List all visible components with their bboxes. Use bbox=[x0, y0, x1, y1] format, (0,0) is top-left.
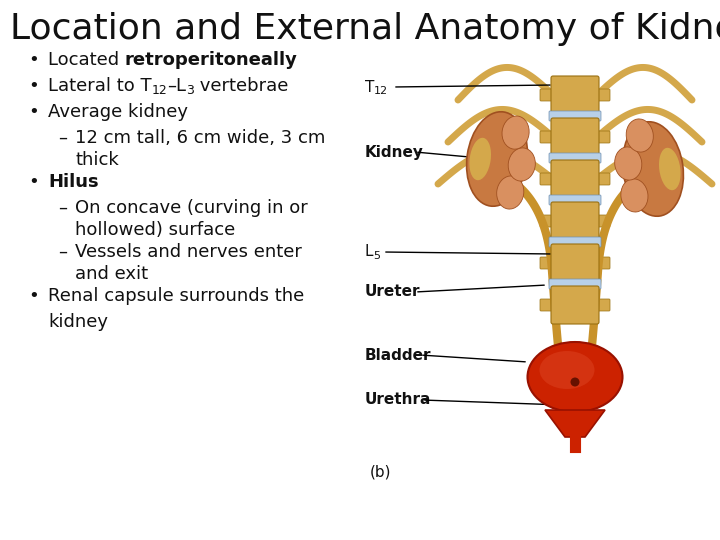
Text: vertebrae: vertebrae bbox=[194, 77, 289, 95]
Ellipse shape bbox=[502, 116, 529, 149]
FancyBboxPatch shape bbox=[595, 131, 610, 143]
Ellipse shape bbox=[539, 351, 595, 389]
Text: and exit: and exit bbox=[75, 265, 148, 283]
FancyBboxPatch shape bbox=[549, 153, 601, 163]
FancyBboxPatch shape bbox=[551, 244, 599, 282]
FancyBboxPatch shape bbox=[540, 173, 555, 185]
FancyBboxPatch shape bbox=[595, 89, 610, 101]
Ellipse shape bbox=[467, 112, 528, 206]
Text: –: – bbox=[58, 129, 67, 147]
Text: Located: Located bbox=[48, 51, 125, 69]
Ellipse shape bbox=[621, 179, 648, 212]
Text: –: – bbox=[58, 199, 67, 217]
Text: Kidney: Kidney bbox=[365, 145, 424, 159]
FancyBboxPatch shape bbox=[551, 118, 599, 156]
FancyBboxPatch shape bbox=[540, 131, 555, 143]
Text: Average kidney: Average kidney bbox=[48, 103, 188, 121]
Text: retroperitoneally: retroperitoneally bbox=[125, 51, 298, 69]
FancyBboxPatch shape bbox=[551, 202, 599, 240]
Ellipse shape bbox=[626, 119, 653, 152]
Text: 12: 12 bbox=[152, 84, 167, 97]
Text: L: L bbox=[365, 245, 374, 260]
FancyBboxPatch shape bbox=[551, 160, 599, 198]
FancyBboxPatch shape bbox=[540, 89, 555, 101]
Text: 3: 3 bbox=[186, 84, 194, 97]
Text: 12 cm tall, 6 cm wide, 3 cm: 12 cm tall, 6 cm wide, 3 cm bbox=[75, 129, 325, 147]
Text: T: T bbox=[365, 79, 374, 94]
FancyBboxPatch shape bbox=[549, 195, 601, 205]
Text: Hilus: Hilus bbox=[48, 173, 99, 191]
Text: –L: –L bbox=[167, 77, 186, 95]
Ellipse shape bbox=[508, 148, 536, 181]
Ellipse shape bbox=[623, 122, 683, 216]
Text: •: • bbox=[28, 51, 39, 69]
Text: kidney: kidney bbox=[48, 313, 108, 331]
Text: Location and External Anatomy of Kidneys: Location and External Anatomy of Kidneys bbox=[10, 12, 720, 46]
Ellipse shape bbox=[615, 147, 642, 180]
FancyBboxPatch shape bbox=[595, 215, 610, 227]
Text: (b): (b) bbox=[370, 464, 392, 480]
FancyBboxPatch shape bbox=[551, 76, 599, 114]
FancyBboxPatch shape bbox=[549, 111, 601, 121]
FancyBboxPatch shape bbox=[540, 299, 555, 311]
Text: hollowed) surface: hollowed) surface bbox=[75, 221, 235, 239]
Text: –: – bbox=[58, 243, 67, 261]
Text: 12: 12 bbox=[374, 86, 388, 96]
Ellipse shape bbox=[469, 138, 491, 180]
FancyBboxPatch shape bbox=[551, 286, 599, 324]
Text: Lateral to T: Lateral to T bbox=[48, 77, 152, 95]
Ellipse shape bbox=[497, 176, 524, 209]
FancyBboxPatch shape bbox=[595, 173, 610, 185]
Ellipse shape bbox=[659, 148, 680, 190]
Text: On concave (curving in or: On concave (curving in or bbox=[75, 199, 307, 217]
Polygon shape bbox=[545, 410, 605, 437]
Text: Bladder: Bladder bbox=[365, 348, 431, 362]
Text: •: • bbox=[28, 287, 39, 305]
Text: Urethra: Urethra bbox=[365, 393, 431, 408]
FancyBboxPatch shape bbox=[595, 299, 610, 311]
FancyBboxPatch shape bbox=[595, 257, 610, 269]
Text: Ureter: Ureter bbox=[365, 285, 420, 300]
Text: Vessels and nerves enter: Vessels and nerves enter bbox=[75, 243, 302, 261]
Text: •: • bbox=[28, 173, 39, 191]
Ellipse shape bbox=[570, 377, 580, 387]
FancyBboxPatch shape bbox=[549, 279, 601, 289]
FancyBboxPatch shape bbox=[540, 257, 555, 269]
FancyBboxPatch shape bbox=[549, 237, 601, 247]
Text: thick: thick bbox=[75, 151, 119, 169]
Text: Renal capsule surrounds the: Renal capsule surrounds the bbox=[48, 287, 305, 305]
Ellipse shape bbox=[528, 342, 623, 412]
FancyBboxPatch shape bbox=[540, 215, 555, 227]
Text: •: • bbox=[28, 77, 39, 95]
Text: 5: 5 bbox=[373, 251, 380, 261]
Text: •: • bbox=[28, 103, 39, 121]
